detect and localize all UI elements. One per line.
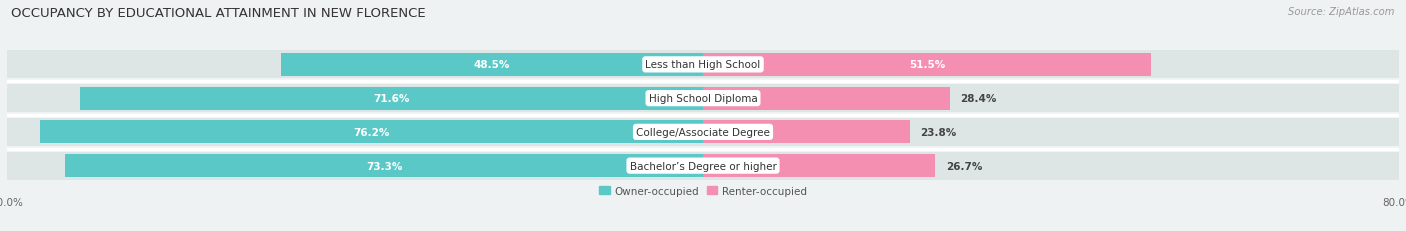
Bar (703, 85, 1399, 113)
Text: 51.5%: 51.5% (908, 60, 945, 70)
Text: 28.4%: 28.4% (960, 94, 997, 104)
Text: Source: ZipAtlas.com: Source: ZipAtlas.com (1288, 7, 1395, 17)
Legend: Owner-occupied, Renter-occupied: Owner-occupied, Renter-occupied (599, 186, 807, 196)
Bar (703, 121, 910, 144)
Bar (703, 51, 1399, 79)
Bar (703, 155, 935, 177)
Bar (703, 118, 1399, 146)
Text: 73.3%: 73.3% (366, 161, 402, 171)
Text: Bachelor’s Degree or higher: Bachelor’s Degree or higher (630, 161, 776, 171)
Bar (703, 54, 1152, 76)
Text: 26.7%: 26.7% (946, 161, 983, 171)
Bar (80, 87, 703, 110)
Text: High School Diploma: High School Diploma (648, 94, 758, 104)
Text: College/Associate Degree: College/Associate Degree (636, 127, 770, 137)
Bar (703, 152, 1399, 180)
Bar (281, 54, 703, 76)
Text: OCCUPANCY BY EDUCATIONAL ATTAINMENT IN NEW FLORENCE: OCCUPANCY BY EDUCATIONAL ATTAINMENT IN N… (11, 7, 426, 20)
Text: 71.6%: 71.6% (374, 94, 409, 104)
Bar (7, 85, 703, 113)
Text: 23.8%: 23.8% (921, 127, 956, 137)
Text: 48.5%: 48.5% (474, 60, 510, 70)
Bar (7, 51, 703, 79)
Bar (7, 118, 703, 146)
Text: 76.2%: 76.2% (353, 127, 389, 137)
Bar (41, 121, 703, 144)
Text: Less than High School: Less than High School (645, 60, 761, 70)
Bar (7, 152, 703, 180)
Bar (65, 155, 703, 177)
Bar (703, 87, 950, 110)
